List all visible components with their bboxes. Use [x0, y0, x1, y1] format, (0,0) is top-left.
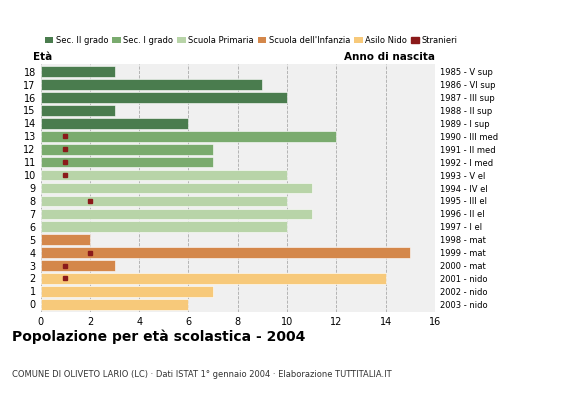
Text: Età: Età — [32, 52, 52, 62]
Text: COMUNE DI OLIVETO LARIO (LC) · Dati ISTAT 1° gennaio 2004 · Elaborazione TUTTITA: COMUNE DI OLIVETO LARIO (LC) · Dati ISTA… — [12, 370, 392, 379]
Bar — [41, 234, 90, 245]
Bar — [41, 144, 213, 154]
Bar — [41, 208, 312, 219]
Bar — [41, 170, 287, 180]
Bar — [41, 66, 114, 77]
Bar — [41, 118, 188, 129]
Bar — [41, 299, 188, 310]
Bar — [41, 222, 287, 232]
Bar — [41, 273, 386, 284]
Bar — [41, 183, 312, 193]
Bar — [41, 196, 287, 206]
Text: Anno di nascita: Anno di nascita — [344, 52, 435, 62]
Bar — [41, 247, 411, 258]
Bar — [41, 79, 262, 90]
Bar — [41, 131, 336, 142]
Text: Popolazione per età scolastica - 2004: Popolazione per età scolastica - 2004 — [12, 330, 305, 344]
Bar — [41, 286, 213, 297]
Bar — [41, 92, 287, 103]
Bar — [41, 260, 114, 271]
Bar — [41, 157, 213, 168]
Bar — [41, 105, 114, 116]
Legend: Sec. II grado, Sec. I grado, Scuola Primaria, Scuola dell'Infanzia, Asilo Nido, : Sec. II grado, Sec. I grado, Scuola Prim… — [45, 36, 458, 45]
